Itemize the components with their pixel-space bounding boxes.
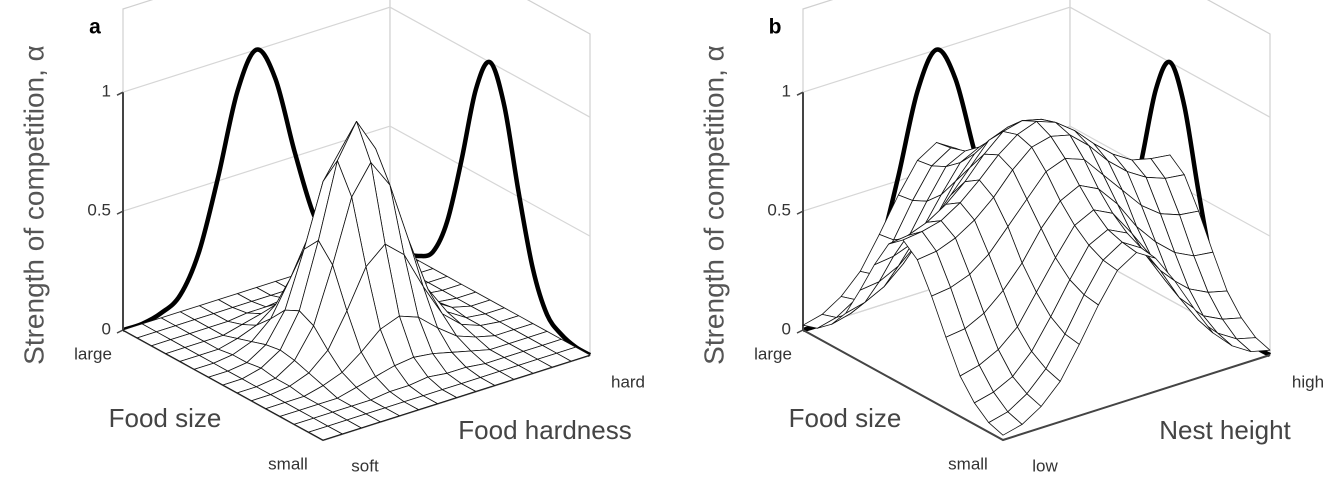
z-tick-label: 1 xyxy=(782,82,791,101)
tick-mark xyxy=(116,329,124,334)
y-end-label: high xyxy=(1292,372,1324,391)
z-tick-label: 0.5 xyxy=(767,201,791,220)
z-axis-label: Strength of competition, α xyxy=(698,45,729,365)
z-tick-label: 0 xyxy=(102,319,111,338)
grid-line xyxy=(802,125,1271,237)
z-tick-label: 0 xyxy=(782,319,791,338)
tick-mark xyxy=(796,329,804,334)
grid-line xyxy=(802,6,1271,118)
panel: 0 0.5 1 Strength of competition, α Food size… xyxy=(698,0,1324,475)
grid-line xyxy=(122,6,591,118)
surface-cell xyxy=(308,425,343,441)
y-axis-label: Food hardness xyxy=(458,415,631,445)
x-axis-label: Food size xyxy=(109,403,222,433)
x-axis-label: Food size xyxy=(789,403,902,433)
y-end-label: soft xyxy=(351,456,379,475)
y-end-label: hard xyxy=(611,372,645,391)
x-end-label: small xyxy=(948,454,988,473)
profile-curve xyxy=(388,59,592,357)
surface-cell xyxy=(988,411,1023,436)
panel-label: b xyxy=(769,16,782,39)
y-axis-label: Nest height xyxy=(1159,415,1291,445)
axis-line xyxy=(802,329,1271,442)
x-end-label: large xyxy=(74,344,112,363)
z-tick-label: 1 xyxy=(102,82,111,101)
z-axis-label: Strength of competition, α xyxy=(18,45,49,365)
x-end-label: small xyxy=(268,454,308,473)
y-end-label: low xyxy=(1032,456,1058,475)
x-end-label: large xyxy=(754,344,792,363)
panel: 0 0.5 1 Strength of competition, α Food size… xyxy=(18,0,645,475)
z-tick-label: 0.5 xyxy=(87,201,111,220)
panel-label: a xyxy=(89,16,101,39)
grid-line xyxy=(122,125,591,237)
